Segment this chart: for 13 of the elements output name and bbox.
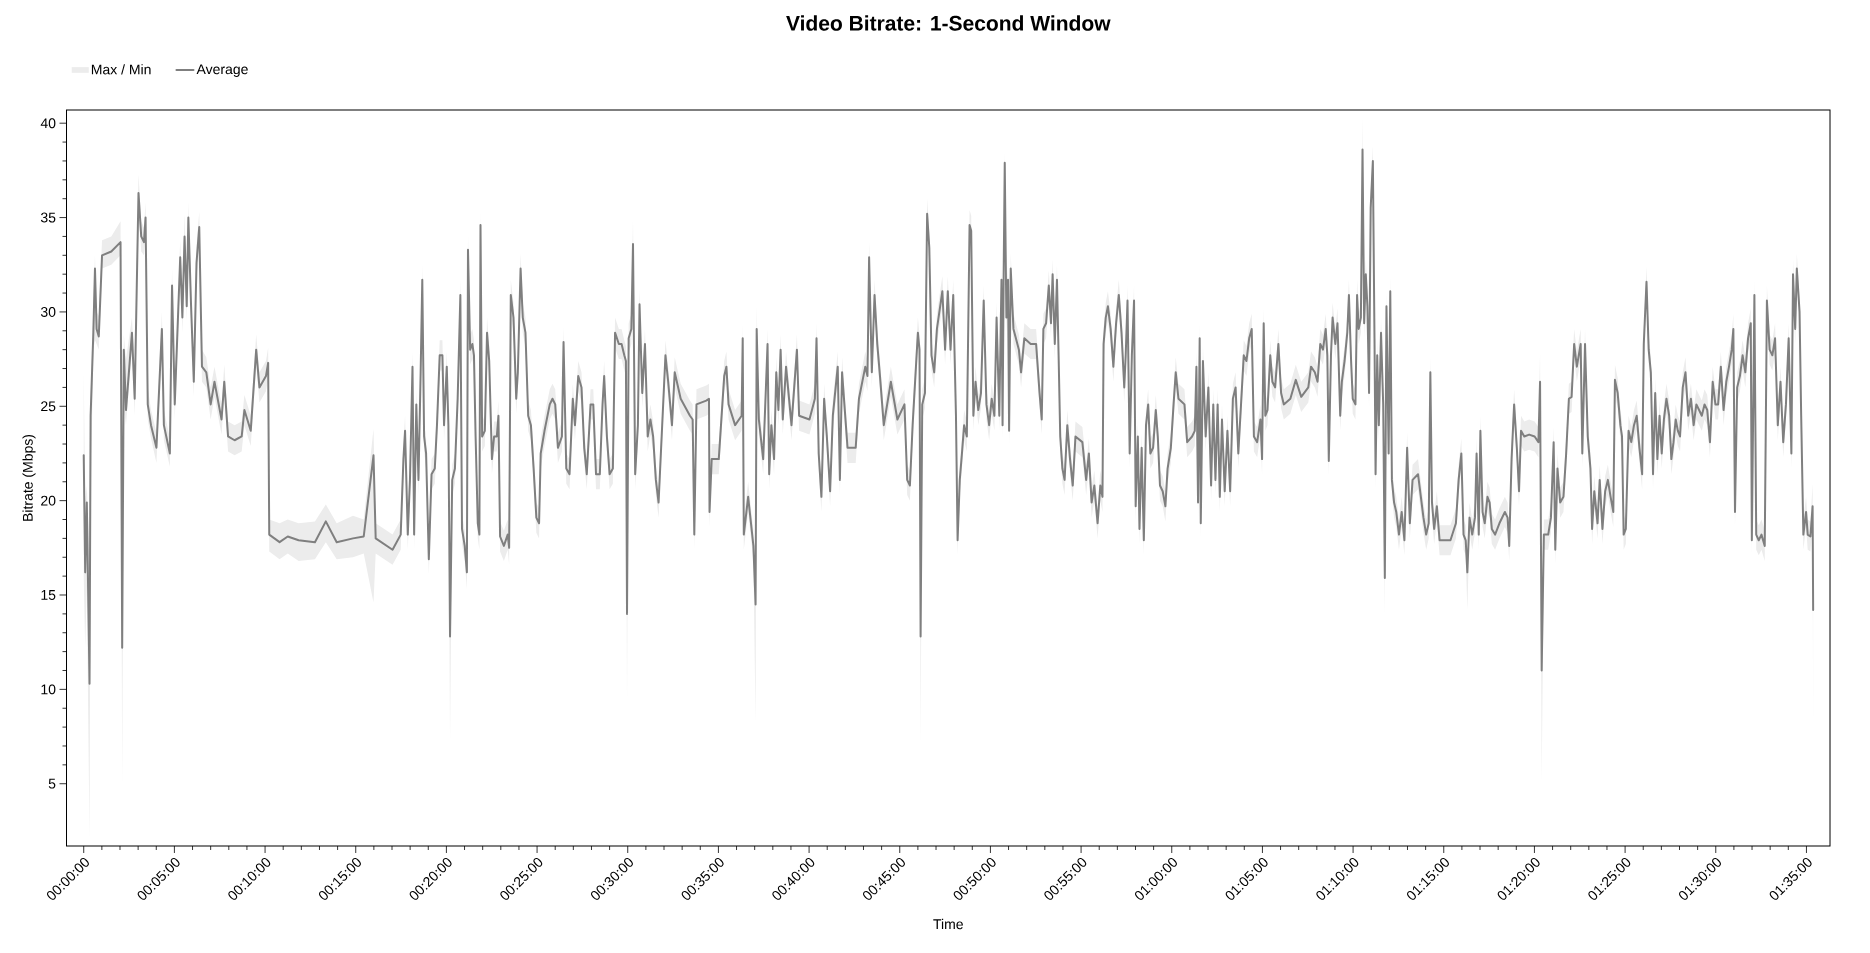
y-axis-title: Bitrate (Mbps): [22, 434, 36, 521]
y-tick-label: 15: [41, 590, 56, 600]
text: Max / Min: [91, 64, 151, 75]
y-tick-label: 40: [40, 118, 56, 129]
y-tick-label: 25: [41, 401, 56, 412]
y-tick-label: 10: [41, 684, 56, 695]
y-tick-label: 30: [40, 306, 56, 317]
y-tick-label: 5: [48, 778, 56, 789]
chart-title: Video Bitrate: 1-Second Window: [786, 15, 1111, 31]
x-axis-title: Time: [933, 918, 963, 930]
y-tick-label: 20: [41, 495, 56, 506]
legend-label: Average: [196, 64, 248, 77]
y-tick-label: 35: [40, 212, 56, 223]
